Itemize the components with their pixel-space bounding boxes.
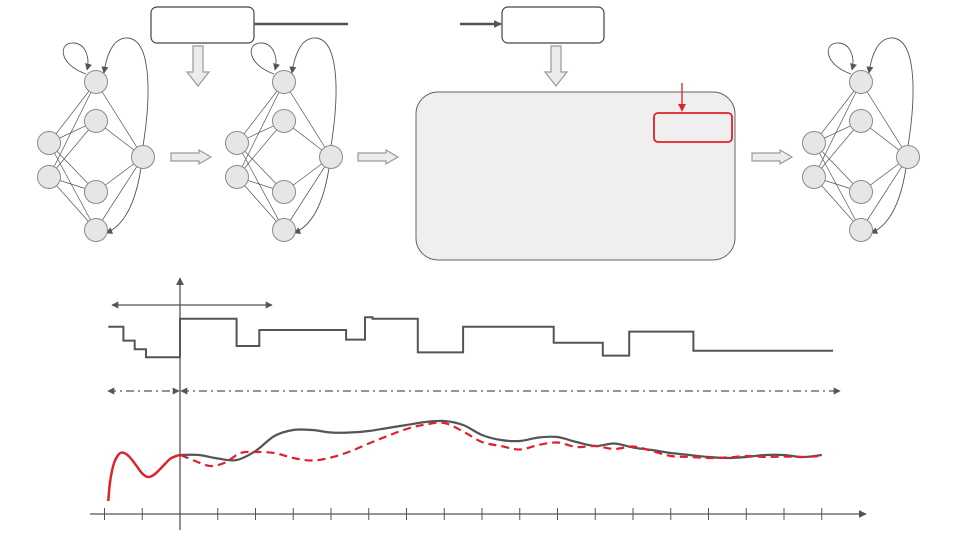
network-edge	[283, 156, 332, 231]
recurrent-edge-bottom	[293, 167, 330, 234]
self-loop-edge	[62, 42, 92, 75]
network-edge	[236, 142, 285, 231]
network-3	[802, 37, 920, 242]
network-edge	[813, 142, 862, 231]
network-edge	[48, 81, 97, 144]
input-box-left	[150, 6, 255, 44]
network-node	[849, 70, 873, 94]
recurrent-edge-top	[101, 37, 149, 147]
down-arrow-right	[543, 45, 569, 87]
network-node	[319, 145, 343, 169]
network-edge	[236, 120, 285, 178]
recurrent-edge-top	[289, 37, 337, 147]
highlight-box	[653, 112, 733, 143]
network-edge	[95, 156, 144, 231]
network-node	[272, 180, 296, 204]
recurrent-edge-bottom	[105, 167, 142, 234]
network-edge	[95, 81, 144, 158]
pipeline-top	[37, 6, 920, 261]
network-node	[131, 145, 155, 169]
network-node	[896, 145, 920, 169]
recurrent-edge-bottom	[870, 167, 907, 234]
right-arrow-1	[170, 148, 213, 166]
network-node	[84, 218, 108, 242]
network-edge	[283, 81, 332, 158]
network-node	[272, 70, 296, 94]
self-loop-edge	[250, 42, 280, 75]
network-node	[849, 109, 873, 133]
network-node	[37, 165, 61, 189]
network-node	[37, 131, 61, 155]
network-node	[84, 109, 108, 133]
network-edge	[813, 81, 862, 144]
network-node	[84, 180, 108, 204]
network-node	[84, 70, 108, 94]
prediction-history-line	[107, 451, 181, 502]
network-edge	[48, 142, 97, 231]
network-node	[225, 131, 249, 155]
network-node	[849, 180, 873, 204]
network-edge	[860, 81, 909, 158]
x-axis-ticks	[104, 508, 823, 520]
network-edge	[236, 81, 285, 178]
prediction-series-line	[107, 421, 822, 502]
down-arrow-left	[185, 45, 211, 87]
network-1	[37, 37, 155, 242]
step-signal-line	[108, 316, 834, 359]
network-group	[37, 37, 920, 242]
network-edge	[813, 120, 862, 178]
input-box-right	[501, 6, 605, 44]
network-2	[225, 37, 343, 242]
network-node	[225, 165, 249, 189]
right-arrow-2	[357, 148, 400, 166]
recurrent-edge-top	[866, 37, 914, 147]
timeline-chart	[90, 277, 867, 530]
self-loop-edge	[827, 42, 857, 75]
central-panel	[415, 91, 736, 261]
network-edge	[236, 81, 285, 144]
network-edge	[813, 81, 862, 178]
network-node	[272, 109, 296, 133]
network-node	[272, 218, 296, 242]
network-edge	[860, 156, 909, 231]
network-node	[802, 165, 826, 189]
network-node	[802, 131, 826, 155]
network-edge	[48, 81, 97, 178]
network-edge	[48, 120, 97, 178]
network-node	[849, 218, 873, 242]
reference-series-line	[179, 419, 822, 462]
right-arrow-3	[751, 148, 794, 166]
